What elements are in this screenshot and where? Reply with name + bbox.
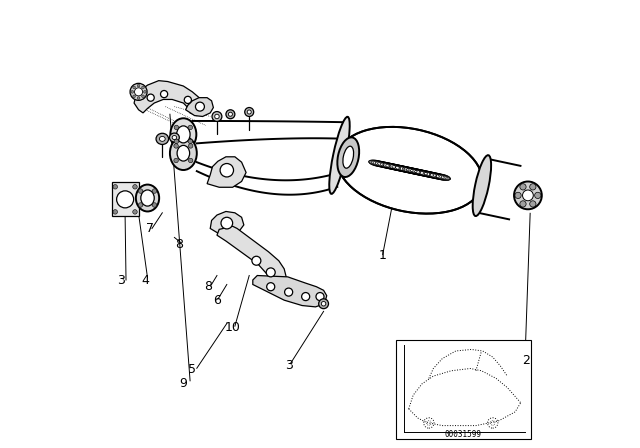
Circle shape xyxy=(132,86,136,89)
Circle shape xyxy=(116,191,134,208)
Ellipse shape xyxy=(247,110,252,114)
Ellipse shape xyxy=(159,136,165,142)
Circle shape xyxy=(266,268,275,277)
Ellipse shape xyxy=(212,112,222,121)
Circle shape xyxy=(530,184,536,190)
Circle shape xyxy=(221,217,233,229)
Text: 2: 2 xyxy=(522,354,530,367)
Ellipse shape xyxy=(136,185,159,211)
Circle shape xyxy=(520,184,526,190)
Circle shape xyxy=(132,95,136,98)
Circle shape xyxy=(188,158,193,163)
Circle shape xyxy=(143,90,146,93)
Circle shape xyxy=(137,97,140,99)
Ellipse shape xyxy=(226,110,235,119)
Circle shape xyxy=(285,288,292,296)
Text: 00031599: 00031599 xyxy=(445,430,482,439)
Circle shape xyxy=(195,102,204,111)
Ellipse shape xyxy=(141,190,154,206)
Ellipse shape xyxy=(319,299,328,309)
Ellipse shape xyxy=(337,138,359,177)
Circle shape xyxy=(131,90,134,93)
Text: 3: 3 xyxy=(285,358,292,372)
Text: 1: 1 xyxy=(379,249,387,262)
Ellipse shape xyxy=(172,135,177,140)
Text: 6: 6 xyxy=(213,293,221,307)
Ellipse shape xyxy=(337,127,483,214)
Polygon shape xyxy=(207,157,246,187)
Ellipse shape xyxy=(170,133,179,142)
Text: 7: 7 xyxy=(146,222,154,235)
Ellipse shape xyxy=(329,117,349,194)
Circle shape xyxy=(113,210,118,214)
Circle shape xyxy=(534,192,541,198)
Circle shape xyxy=(267,283,275,291)
Text: 8: 8 xyxy=(204,280,212,293)
Circle shape xyxy=(252,256,261,265)
Circle shape xyxy=(188,139,193,144)
Circle shape xyxy=(174,139,179,144)
Circle shape xyxy=(113,185,118,189)
Text: 8: 8 xyxy=(175,237,183,251)
Ellipse shape xyxy=(170,136,196,170)
Polygon shape xyxy=(186,98,213,116)
Ellipse shape xyxy=(130,83,147,100)
Circle shape xyxy=(152,189,157,193)
Circle shape xyxy=(141,95,145,98)
Circle shape xyxy=(174,158,179,163)
Circle shape xyxy=(147,94,154,101)
Circle shape xyxy=(132,185,137,189)
Circle shape xyxy=(184,96,191,103)
Ellipse shape xyxy=(228,112,232,116)
Circle shape xyxy=(188,144,193,148)
Ellipse shape xyxy=(177,145,189,161)
Ellipse shape xyxy=(321,302,326,306)
Text: 4: 4 xyxy=(141,273,149,287)
Circle shape xyxy=(152,203,157,207)
Circle shape xyxy=(520,201,526,207)
Ellipse shape xyxy=(214,114,219,119)
Polygon shape xyxy=(210,211,244,235)
Circle shape xyxy=(316,293,324,301)
Circle shape xyxy=(522,190,533,201)
Ellipse shape xyxy=(156,134,168,145)
Circle shape xyxy=(515,192,521,198)
Text: 10: 10 xyxy=(225,320,241,334)
Bar xyxy=(396,340,531,439)
Circle shape xyxy=(132,210,137,214)
Ellipse shape xyxy=(170,118,196,151)
Polygon shape xyxy=(111,182,138,216)
Circle shape xyxy=(301,293,310,301)
Text: 9: 9 xyxy=(179,376,188,390)
Circle shape xyxy=(174,125,179,129)
Ellipse shape xyxy=(177,126,190,143)
Circle shape xyxy=(188,125,193,129)
Circle shape xyxy=(141,86,145,89)
Ellipse shape xyxy=(244,108,253,116)
Ellipse shape xyxy=(514,181,542,209)
Circle shape xyxy=(174,144,179,148)
Ellipse shape xyxy=(473,155,491,216)
Text: 3: 3 xyxy=(116,273,125,287)
Circle shape xyxy=(161,90,168,98)
Circle shape xyxy=(137,84,140,87)
Ellipse shape xyxy=(134,88,143,96)
Polygon shape xyxy=(253,276,326,307)
Ellipse shape xyxy=(343,146,354,168)
Circle shape xyxy=(138,203,143,207)
Circle shape xyxy=(138,189,143,193)
Polygon shape xyxy=(217,226,287,284)
Text: 5: 5 xyxy=(188,363,196,376)
Circle shape xyxy=(530,201,536,207)
Circle shape xyxy=(220,164,234,177)
Polygon shape xyxy=(134,81,205,116)
